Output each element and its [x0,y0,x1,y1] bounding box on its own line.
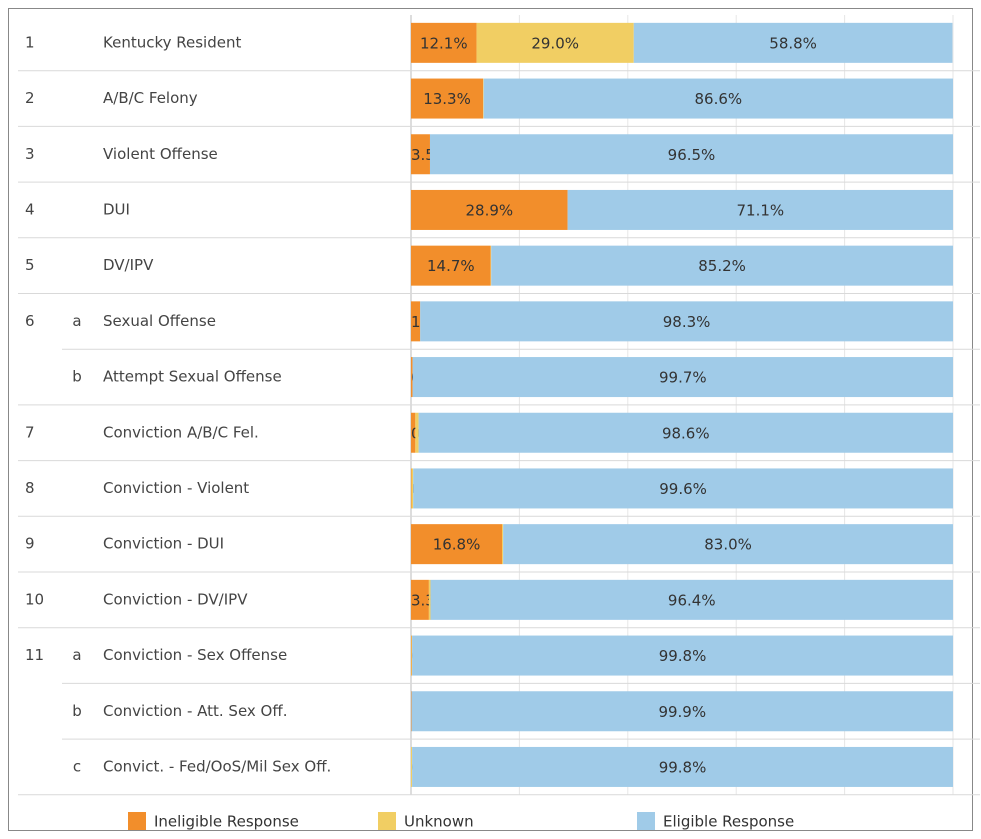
row-label: Conviction - Violent [103,479,249,497]
bar-segment [411,189,568,230]
legend-label: Unknown [404,813,474,831]
bar-segment [412,746,954,787]
value-label: 28.9% [465,201,513,219]
row-label: Kentucky Resident [103,33,241,51]
bar-segment [418,412,953,453]
row-label: Convict. - Fed/OoS/Mil Sex Off. [103,757,331,775]
row-letter: a [72,312,81,330]
bar-segment [412,635,954,676]
row-letter: c [73,757,81,775]
bar-segment [429,134,954,175]
row-label: DV/IPV [103,256,154,274]
value-label: 13.3% [423,90,471,108]
value-label: 71.1% [736,201,784,219]
row-letter: b [72,368,82,386]
legend-swatch [378,812,396,830]
row-number: 5 [25,256,35,274]
bar-segment [490,245,492,286]
value-label: 99.9% [658,703,706,721]
value-label: 85.2% [698,257,746,275]
bar-segment [483,78,953,119]
bar-segment [491,245,953,286]
bar-segment [411,22,477,63]
bar-segment [411,301,421,342]
row-label: Conviction - DUI [103,535,224,553]
bar-segment [411,635,413,676]
bar-segment [476,22,634,63]
row-number: 9 [25,535,35,553]
value-label: 96.4% [668,591,716,609]
bar-segment [483,78,484,119]
value-label: 16.8% [433,536,481,554]
value-label: 98.3% [663,313,711,331]
row-number: 7 [25,423,35,441]
bar-segment [411,691,953,732]
bar-segment [411,412,416,453]
row-letter: a [72,646,81,664]
legend-swatch [637,812,655,830]
bar-segment [633,22,953,63]
bar-segment [413,468,954,509]
bar-segment [412,357,954,398]
row-number: 3 [25,145,35,163]
row-number: 1 [25,33,35,51]
value-label: 99.8% [659,647,707,665]
bar-segment [411,524,503,565]
bar-segment [420,301,953,342]
value-label: 12.1% [420,34,468,52]
row-label: Conviction - Sex Offense [103,646,287,664]
value-label: 58.8% [769,34,817,52]
legend-swatch [128,812,146,830]
bar-segment [411,746,413,787]
value-label: 14.7% [427,257,475,275]
row-label: A/B/C Felony [103,89,198,107]
row-label: Violent Offense [103,145,218,163]
bar-segment [415,412,419,453]
row-number: 11 [25,646,44,664]
bar-segment [411,134,430,175]
row-label: Conviction A/B/C Fel. [103,423,259,441]
bar-segment [411,357,413,398]
bar-segment [411,691,412,732]
bar-segment [428,579,431,620]
legend-label: Ineligible Response [154,813,299,831]
value-label: 99.7% [659,369,707,387]
value-label: 98.6% [662,424,710,442]
bar-segment [411,635,412,676]
row-label: DUI [103,200,130,218]
row-label: Sexual Offense [103,312,216,330]
legend-label: Eligible Response [663,813,794,831]
bar-segment [411,468,412,509]
bar-segment [411,245,491,286]
value-label: 83.0% [704,536,752,554]
row-number: 10 [25,590,44,608]
row-label: Conviction - DV/IPV [103,590,248,608]
value-label: 29.0% [531,34,579,52]
row-number: 2 [25,89,35,107]
row-label: Attempt Sexual Offense [103,368,282,386]
bar-segment [502,524,504,565]
value-label: 86.6% [694,90,742,108]
row-number: 8 [25,479,35,497]
value-label: 99.6% [659,480,707,498]
row-number: 4 [25,200,35,218]
bar-segment [430,579,954,620]
row-letter: b [72,702,82,720]
bar-segment [411,78,484,119]
bar-segment [567,189,953,230]
bar-segment [411,579,429,620]
value-label: 99.8% [659,758,707,776]
row-label: Conviction - Att. Sex Off. [103,702,287,720]
row-number: 6 [25,312,35,330]
bar-segment [411,468,414,509]
value-label: 96.5% [668,146,716,164]
bar-segment [503,524,953,565]
